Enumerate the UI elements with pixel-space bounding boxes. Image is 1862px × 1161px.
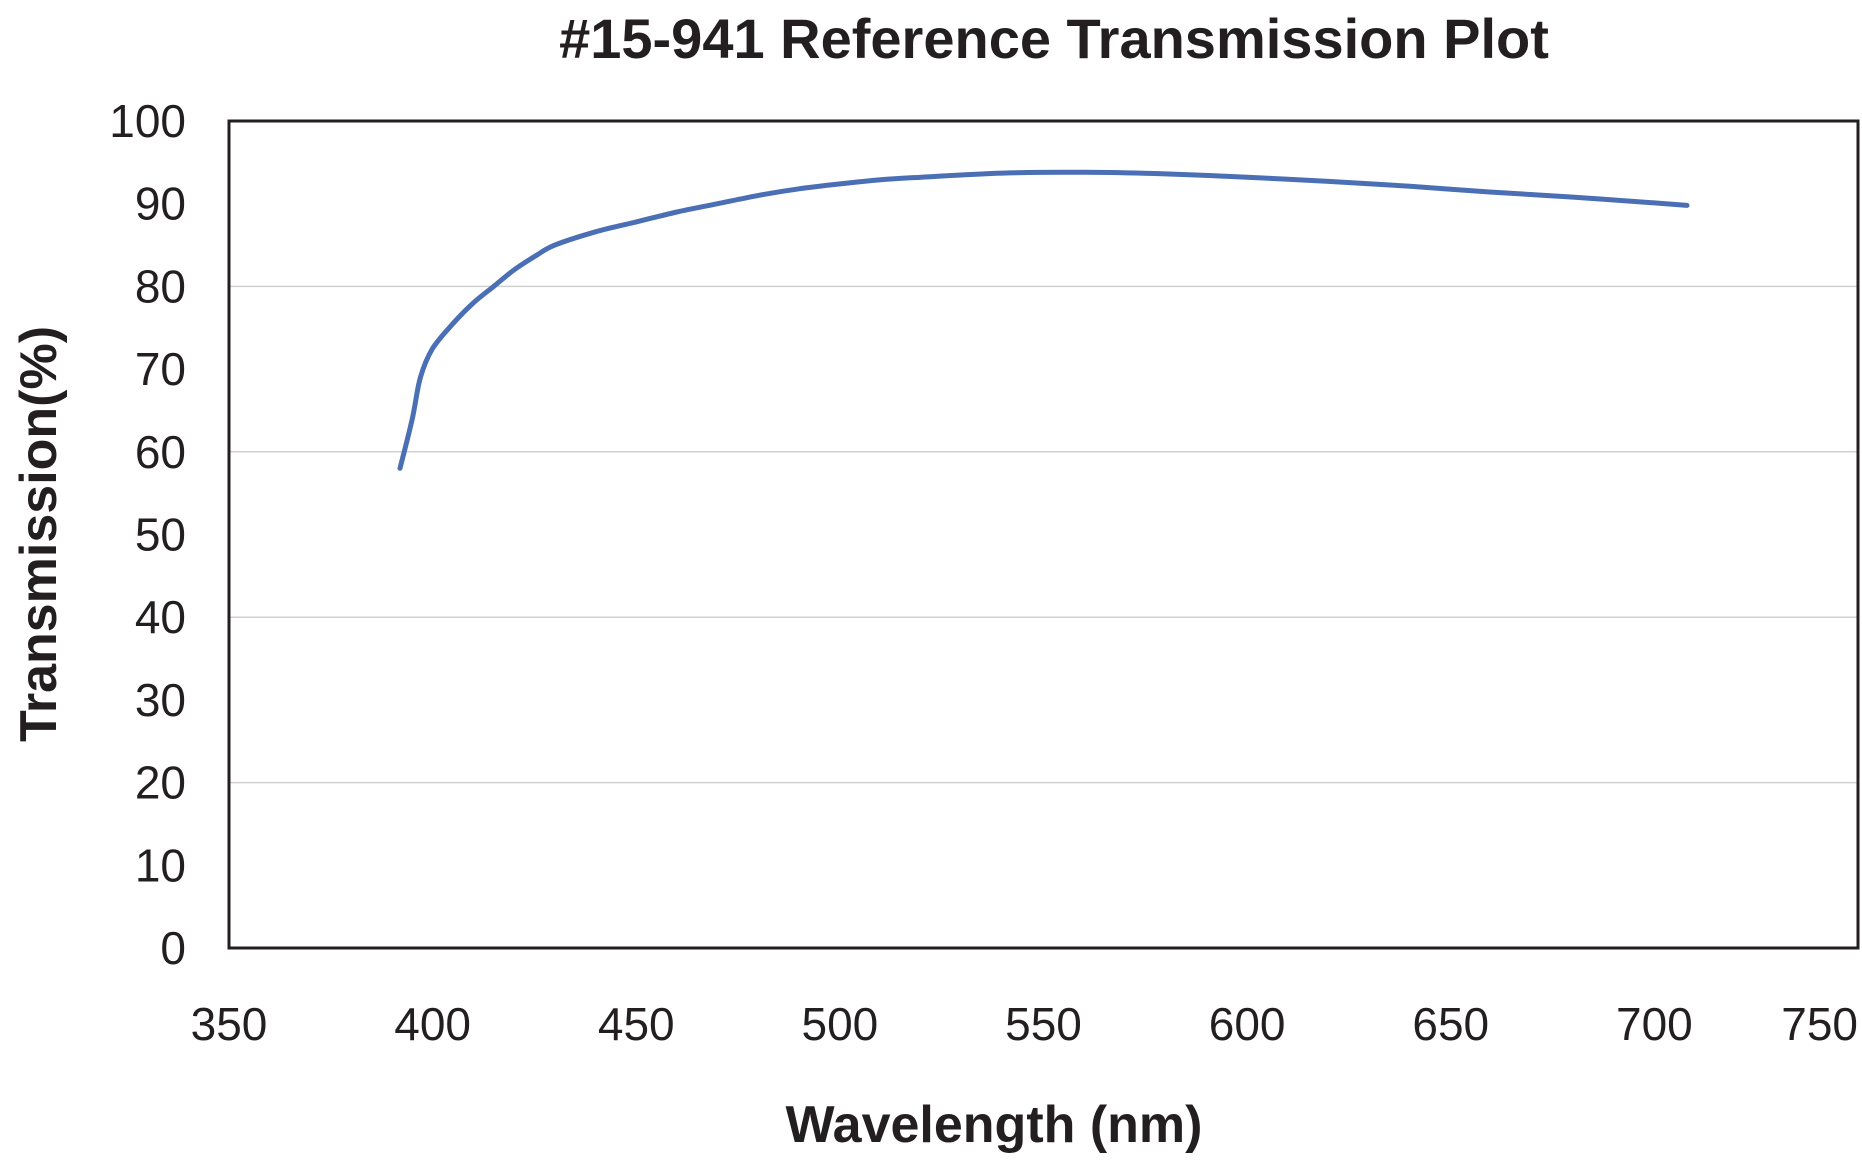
transmission-curve — [397, 169, 1690, 471]
y-tick-label: 50 — [135, 509, 186, 561]
y-axis-title: Transmission(%) — [10, 326, 68, 742]
y-tick-label: 70 — [135, 343, 186, 395]
y-tick-label: 100 — [109, 95, 186, 147]
y-tick-label: 80 — [135, 260, 186, 312]
grid-lines — [229, 285, 1858, 784]
x-tick-label: 350 — [191, 998, 268, 1050]
x-tick-label: 450 — [598, 998, 675, 1050]
x-tick-label: 600 — [1209, 998, 1286, 1050]
x-tick-label: 700 — [1616, 998, 1693, 1050]
y-tick-label: 90 — [135, 178, 186, 230]
y-tick-label: 30 — [135, 674, 186, 726]
plot-area — [227, 119, 1860, 950]
y-tick-label: 10 — [135, 839, 186, 891]
x-tick-label: 400 — [394, 998, 471, 1050]
x-tick-label: 650 — [1412, 998, 1489, 1050]
y-tick-label: 0 — [160, 922, 186, 974]
x-axis-ticks: 350 400 450 500 550 600 650 700 750 — [191, 998, 1858, 1050]
x-tick-label: 500 — [802, 998, 879, 1050]
y-axis-ticks: 0 10 20 30 40 50 60 70 80 90 100 — [109, 95, 186, 974]
y-tick-label: 40 — [135, 591, 186, 643]
x-tick-label: 750 — [1781, 998, 1858, 1050]
x-axis-title: Wavelength (nm) — [786, 1096, 1203, 1154]
y-tick-label: 20 — [135, 757, 186, 809]
x-tick-label: 550 — [1005, 998, 1082, 1050]
chart-title: #15-941 Reference Transmission Plot — [559, 7, 1549, 70]
y-tick-label: 60 — [135, 426, 186, 478]
